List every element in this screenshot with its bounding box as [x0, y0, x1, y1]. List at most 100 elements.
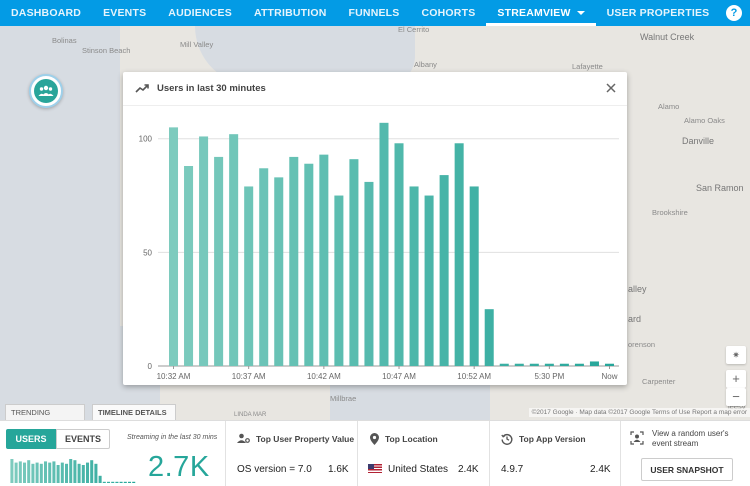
- random-user-text: View a random user's event stream: [652, 429, 729, 448]
- mini-bar: [10, 459, 14, 483]
- mini-bar: [52, 461, 56, 483]
- trending-tab[interactable]: TRENDING: [5, 404, 85, 420]
- mini-bar: [86, 462, 90, 483]
- tab-label: DASHBOARD: [11, 7, 82, 19]
- bar[interactable]: [484, 309, 494, 366]
- mini-bar: [132, 481, 136, 483]
- bar[interactable]: [229, 134, 239, 366]
- close-icon[interactable]: [605, 82, 617, 94]
- mini-bar: [14, 462, 18, 483]
- user-search-icon: [630, 431, 644, 445]
- bar[interactable]: [349, 159, 359, 366]
- events-toggle-button[interactable]: EVENTS: [56, 429, 110, 449]
- mini-bar: [31, 463, 35, 483]
- bar[interactable]: [394, 143, 404, 366]
- top-app-version-value: 4.9.7: [501, 464, 524, 475]
- tab-label: ATTRIBUTION: [253, 7, 327, 19]
- bar[interactable]: [589, 361, 599, 366]
- map-label: Lafayette: [572, 62, 603, 71]
- zoom-in-button[interactable]: +: [726, 370, 746, 388]
- bar[interactable]: [214, 156, 224, 366]
- map-attribution: ©2017 Google · Map data ©2017 Google Ter…: [528, 408, 750, 417]
- mini-bar: [18, 461, 22, 483]
- divider: [489, 421, 490, 486]
- bar[interactable]: [319, 154, 329, 366]
- bar[interactable]: [529, 363, 539, 366]
- mini-bar: [98, 475, 102, 483]
- bar[interactable]: [499, 363, 509, 366]
- mini-bar: [39, 463, 43, 483]
- tab-events[interactable]: EVENTS: [92, 0, 157, 26]
- mini-bar: [115, 481, 119, 483]
- map-label: Alamo: [658, 102, 680, 111]
- map-label: ard: [628, 314, 642, 324]
- bar[interactable]: [289, 156, 299, 366]
- map-label: Stinson Beach: [82, 46, 131, 55]
- users-toggle-button[interactable]: USERS: [6, 429, 56, 449]
- map-label: Walnut Creek: [640, 32, 695, 42]
- y-tick-label: 50: [143, 248, 152, 257]
- top-property-header: Top User Property Value: [237, 433, 354, 444]
- bar[interactable]: [469, 186, 479, 366]
- bar[interactable]: [244, 186, 254, 366]
- divider: [357, 421, 358, 486]
- zoom-out-button[interactable]: −: [726, 388, 746, 406]
- bar[interactable]: [559, 363, 569, 366]
- x-tick-label: 10:52 AM: [457, 372, 491, 381]
- bar[interactable]: [379, 122, 389, 367]
- mini-bar: [94, 463, 98, 483]
- card-title: Users in last 30 minutes: [157, 83, 266, 94]
- tab-streamview[interactable]: STREAMVIEW: [486, 0, 596, 26]
- tab-attribution[interactable]: ATTRIBUTION: [243, 0, 338, 26]
- mini-bar: [23, 462, 27, 483]
- bar[interactable]: [259, 168, 269, 366]
- map-label: orenson: [628, 340, 656, 349]
- bar[interactable]: [424, 195, 434, 366]
- mini-bar: [73, 460, 77, 483]
- bar[interactable]: [199, 136, 209, 366]
- mini-bar: [27, 460, 31, 483]
- bar[interactable]: [439, 175, 449, 366]
- mini-bar: [81, 465, 85, 483]
- tab-cohorts[interactable]: COHORTS: [411, 0, 487, 26]
- bar[interactable]: [514, 363, 524, 366]
- divider: [225, 421, 226, 486]
- users-chart-card: Users in last 30 minutes 0 50 100 10:32 AM 1…: [123, 72, 627, 385]
- tab-user-properties[interactable]: USER PROPERTIES: [596, 0, 721, 26]
- bar[interactable]: [334, 195, 344, 366]
- mini-bar: [128, 481, 132, 483]
- x-tick-label: 10:37 AM: [232, 372, 266, 381]
- y-tick-label: 100: [139, 135, 153, 144]
- bar[interactable]: [169, 127, 179, 366]
- bar[interactable]: [574, 363, 584, 366]
- mini-bar: [69, 459, 73, 483]
- bar[interactable]: [184, 166, 194, 366]
- tab-audiences[interactable]: AUDIENCES: [157, 0, 243, 26]
- bar[interactable]: [544, 363, 554, 366]
- bar[interactable]: [604, 363, 614, 366]
- bar[interactable]: [274, 177, 284, 366]
- y-tick-label: 0: [148, 362, 153, 371]
- user-snapshot-button[interactable]: USER SNAPSHOT: [641, 458, 733, 481]
- help-icon[interactable]: ?: [726, 5, 742, 21]
- map-label: LINDA MAR: [234, 412, 267, 418]
- tab-funnels[interactable]: FUNNELS: [338, 0, 411, 26]
- top-property-value: OS version = 7.0: [237, 464, 312, 475]
- map-label: Carpenter: [642, 377, 676, 386]
- timeline-details-tab[interactable]: TIMELINE DETAILS: [92, 404, 176, 420]
- x-tick-label: 5:30 PM: [534, 372, 564, 381]
- tab-dashboard[interactable]: DASHBOARD: [0, 0, 92, 26]
- map-label: Albany: [414, 60, 437, 69]
- tab-label: USER PROPERTIES: [606, 7, 710, 19]
- bar[interactable]: [364, 181, 374, 366]
- map-label: leesv: [728, 402, 746, 411]
- location-icon[interactable]: ✷: [726, 346, 746, 364]
- mini-bar: [65, 463, 69, 483]
- mini-bar: [90, 460, 94, 483]
- mini-bar: [77, 463, 81, 483]
- divider: [620, 421, 621, 486]
- audience-button[interactable]: [29, 74, 63, 108]
- bar[interactable]: [304, 163, 314, 366]
- bar[interactable]: [409, 186, 419, 366]
- bar[interactable]: [454, 143, 464, 366]
